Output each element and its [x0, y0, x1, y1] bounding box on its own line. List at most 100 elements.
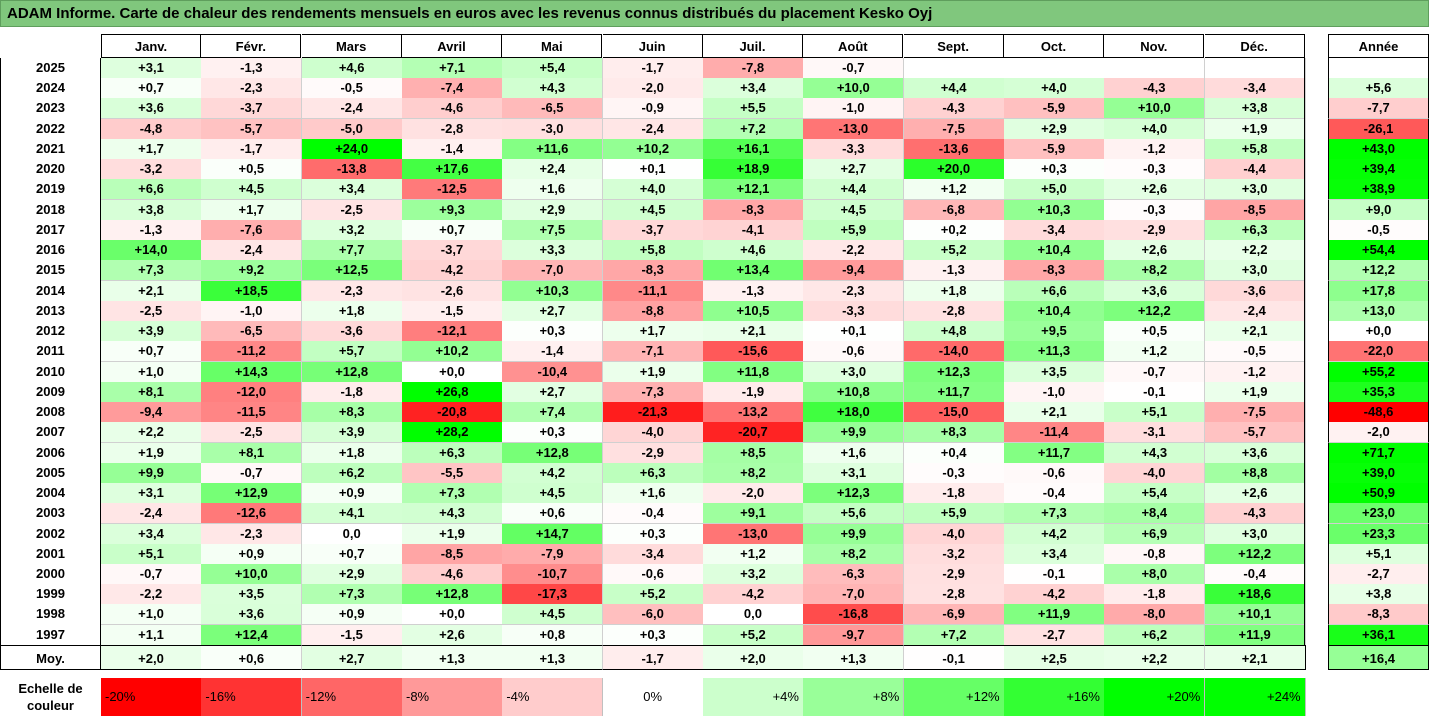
- heatmap-cell: -2,9: [1104, 219, 1206, 241]
- heatmap-cell: +5,9: [803, 219, 905, 241]
- heatmap-cell: +1,6: [803, 442, 905, 464]
- heatmap-cell: -15,0: [903, 402, 1005, 424]
- heatmap-cell: -4,6: [401, 98, 503, 120]
- heatmap-cell: +9,9: [803, 422, 905, 444]
- heatmap-cell: +0,3: [502, 321, 604, 343]
- heatmap-cell: -6,5: [502, 98, 604, 120]
- heatmap-cell: +8,3: [301, 402, 403, 424]
- row-year-label: 2013: [0, 300, 101, 322]
- heatmap-cell: -7,6: [201, 219, 303, 241]
- column-header: Sept.: [903, 34, 1004, 58]
- heatmap-cell: [903, 58, 1005, 79]
- heatmap-cell: -10,7: [502, 564, 604, 585]
- heatmap-cell: +0,7: [401, 219, 503, 241]
- heatmap-cell: +3,6: [1204, 442, 1306, 464]
- annual-cell: +0,0: [1328, 321, 1429, 343]
- heatmap-cell: -13,8: [301, 159, 403, 181]
- heatmap-cell: +6,2: [1104, 624, 1206, 646]
- annual-cell: +23,0: [1328, 503, 1429, 525]
- heatmap-cell: +0,5: [1104, 321, 1206, 343]
- heatmap-cell: +1,0: [101, 604, 202, 626]
- heatmap-cell: +1,8: [301, 300, 403, 322]
- heatmap-cell: -3,7: [602, 219, 704, 241]
- column-header: Mars: [301, 34, 402, 58]
- heatmap-cell: -1,4: [401, 138, 503, 160]
- row-year-label: 2017: [0, 219, 101, 241]
- heatmap-cell: -2,3: [301, 280, 403, 302]
- heatmap-cell: -11,2: [201, 341, 303, 363]
- average-cell: +2,1: [1204, 645, 1306, 670]
- heatmap-cell: +4,6: [702, 240, 804, 262]
- heatmap-cell: -3,2: [903, 543, 1005, 565]
- heatmap-cell: -9,7: [803, 624, 905, 646]
- row-year-label: 1997: [0, 624, 101, 646]
- heatmap-cell: +5,1: [101, 543, 202, 565]
- heatmap-cell: +3,5: [1003, 361, 1105, 383]
- heatmap-cell: -3,3: [803, 300, 905, 322]
- average-label: Moy.: [0, 645, 101, 670]
- heatmap-cell: +10,4: [1003, 300, 1105, 322]
- heatmap-cell: +1,1: [101, 624, 202, 646]
- heatmap-cell: +12,8: [301, 361, 403, 383]
- annual-cell: -26,1: [1328, 118, 1429, 140]
- heatmap-cell: -1,5: [401, 300, 503, 322]
- heatmap-cell: +7,7: [301, 240, 403, 262]
- annual-cell: +23,3: [1328, 523, 1429, 545]
- heatmap-cell: -2,3: [803, 280, 905, 302]
- heatmap-cell: -7,1: [602, 341, 704, 363]
- heatmap-cell: +6,2: [301, 462, 403, 484]
- heatmap-cell: -0,8: [1104, 543, 1206, 565]
- heatmap-cell: +1,9: [1204, 381, 1306, 403]
- annual-cell: +13,0: [1328, 300, 1429, 322]
- heatmap-cell: -2,3: [201, 523, 303, 545]
- heatmap-cell: -4,2: [1003, 584, 1105, 606]
- heatmap-cell: +18,5: [201, 280, 303, 302]
- heatmap-cell: +6,3: [401, 442, 503, 464]
- annual-cell: +17,8: [1328, 280, 1429, 302]
- annual-cell: -0,5: [1328, 219, 1429, 241]
- scale-label: Echelle de couleur: [18, 681, 83, 713]
- heatmap-cell: -2,5: [301, 199, 403, 221]
- heatmap-cell: +2,4: [502, 159, 604, 181]
- heatmap-cell: +3,1: [803, 462, 905, 484]
- heatmap-cell: +7,3: [1003, 503, 1105, 525]
- heatmap-cell: +7,4: [502, 402, 604, 424]
- heatmap-cell: -2,7: [1003, 624, 1105, 646]
- heatmap-cell: +4,3: [401, 503, 503, 525]
- heatmap-cell: +3,1: [101, 58, 202, 79]
- heatmap-cell: +8,0: [1104, 564, 1206, 585]
- annual-cell: +9,0: [1328, 199, 1429, 221]
- heatmap-cell: -3,1: [1104, 422, 1206, 444]
- heatmap-cell: -14,0: [903, 341, 1005, 363]
- heatmap-cell: -7,5: [903, 118, 1005, 140]
- annual-cell: +54,4: [1328, 240, 1429, 262]
- heatmap-cell: -1,9: [702, 381, 804, 403]
- heatmap-cell: +8,5: [702, 442, 804, 464]
- average-cell: +1,3: [401, 645, 503, 670]
- heatmap-cell: +3,6: [101, 98, 202, 120]
- heatmap-cell: +12,5: [301, 260, 403, 282]
- heatmap-cell: -1,3: [101, 219, 202, 241]
- heatmap-cell: -3,3: [803, 138, 905, 160]
- heatmap-cell: 0,0: [301, 523, 403, 545]
- column-header: Août: [803, 34, 904, 58]
- column-header: Oct.: [1003, 34, 1104, 58]
- heatmap-cell: -1,8: [903, 483, 1005, 505]
- row-year-label: 2009: [0, 381, 101, 403]
- heatmap-cell: +7,3: [301, 584, 403, 606]
- heatmap-cell: +0,2: [903, 219, 1005, 241]
- row-year-label: 2019: [0, 179, 101, 201]
- heatmap-cell: -4,4: [1204, 159, 1306, 181]
- heatmap-cell: -12,1: [401, 321, 503, 343]
- heatmap-cell: +9,1: [702, 503, 804, 525]
- heatmap-cell: -1,8: [1104, 584, 1206, 606]
- heatmap-cell: +1,9: [602, 361, 704, 383]
- heatmap-cell: +4,1: [301, 503, 403, 525]
- heatmap-cell: +3,4: [301, 179, 403, 201]
- heatmap-cell: +10,0: [803, 78, 905, 100]
- heatmap-cell: -4,3: [1204, 503, 1306, 525]
- heatmap-cell: -12,0: [201, 381, 303, 403]
- heatmap-cell: -2,4: [602, 118, 704, 140]
- heatmap-cell: +1,6: [602, 483, 704, 505]
- heatmap-cell: +3,2: [702, 564, 804, 585]
